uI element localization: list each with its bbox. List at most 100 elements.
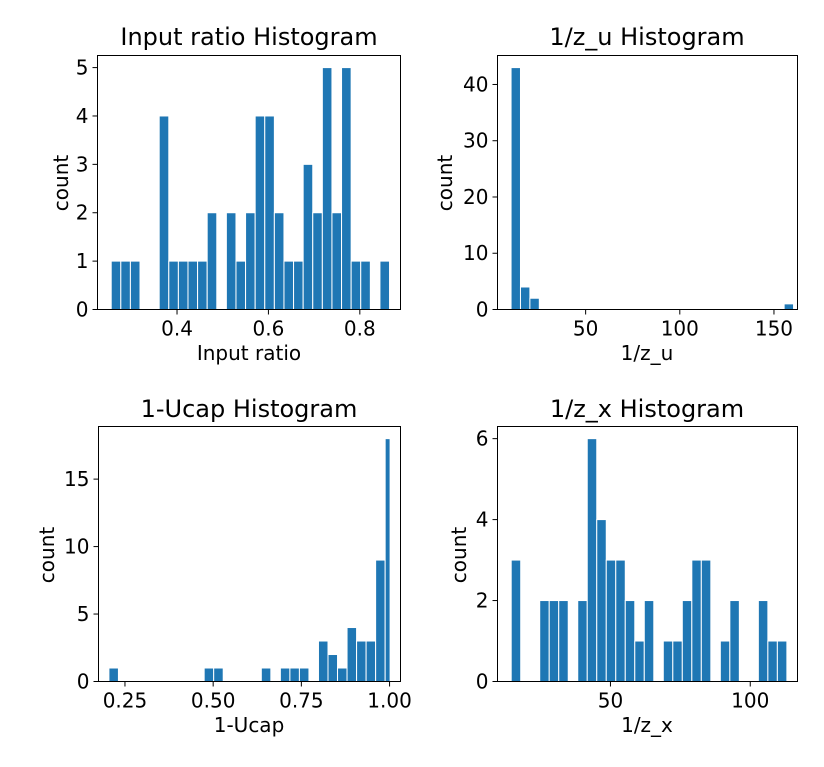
y-tick-label: 2: [76, 201, 89, 225]
histogram-bar: [312, 212, 323, 310]
histogram-bar: [662, 640, 674, 682]
histogram-bar: [519, 286, 531, 310]
y-axis-label: count: [447, 527, 471, 584]
histogram-bar: [586, 438, 598, 682]
histogram-bar: [120, 260, 131, 310]
histogram-bar: [529, 297, 540, 311]
x-tick-label: 0.4: [161, 317, 193, 341]
histogram-bar: [341, 67, 352, 310]
histogram-bar: [293, 260, 304, 310]
histogram-bar: [129, 260, 141, 310]
x-tick-label: 0.8: [344, 317, 376, 341]
y-tick-label: 3: [76, 152, 89, 176]
y-tick-label: 10: [64, 535, 89, 559]
chart-title: 1/z_x Histogram: [550, 395, 744, 423]
histogram-bar: [719, 640, 731, 682]
histogram-bar: [700, 559, 712, 682]
histogram-bar: [510, 67, 521, 310]
histogram-bar: [783, 303, 795, 310]
histogram-bar: [672, 640, 683, 682]
histogram-bar: [289, 667, 300, 682]
y-tick-label: 0: [476, 298, 489, 322]
y-tick-label: 5: [77, 602, 90, 626]
histogram-bar: [260, 667, 272, 682]
histogram-bar: [615, 559, 626, 682]
x-axis-label: 1/z_x: [621, 713, 673, 737]
x-tick-label: 1.00: [367, 689, 412, 713]
y-axis-label: count: [49, 155, 73, 212]
y-tick-label: 1: [76, 249, 89, 273]
chart-title: Input ratio Histogram: [120, 23, 377, 51]
histogram-bar: [108, 667, 119, 682]
histogram-bar: [346, 627, 358, 682]
histogram-bar: [206, 212, 218, 310]
x-tick-label: 50: [598, 689, 623, 713]
ticks: 0.25 0.50 0.75 1.00 0 5 10 15: [64, 467, 412, 712]
histogram-bar: [757, 600, 769, 682]
z-x-histogram: 1/z_x Histogram 50 100 0 2 4 6 1/z_x count: [447, 395, 798, 737]
histogram-bar: [158, 115, 170, 310]
ucap-histogram: 1-Ucap Histogram 0.25 0.50 0.75 1.00051015 …: [35, 395, 412, 737]
histogram-bar: [624, 600, 636, 682]
histogram-bar: [273, 212, 285, 310]
y-tick-label: 0: [77, 670, 90, 694]
chart-title: 1-Ucap Histogram: [141, 395, 358, 423]
y-axis-label: count: [433, 155, 457, 212]
ticks: 0.4 0.6 0.8 0 1 2 3 4 5: [76, 56, 376, 341]
x-tick-label: 100: [731, 689, 769, 713]
histogram-bar: [634, 640, 645, 682]
histogram-bar: [365, 640, 377, 682]
y-tick-label: 5: [76, 56, 89, 80]
histogram-bar: [197, 260, 208, 310]
x-tick-label: 0.25: [103, 689, 148, 713]
chart-title: 1/z_u Histogram: [549, 23, 744, 51]
y-tick-label: 40: [463, 72, 488, 96]
histogram-bar: [254, 115, 266, 310]
histogram-bar: [283, 260, 295, 310]
y-tick-label: 10: [463, 241, 488, 265]
histogram-bar: [691, 559, 702, 682]
y-tick-label: 6: [476, 427, 489, 451]
axes-frame: [497, 55, 798, 310]
histogram-bar: [596, 519, 607, 682]
histogram-bar: [767, 640, 778, 682]
histogram-bar: [203, 667, 215, 682]
histogram-bar: [302, 163, 314, 310]
histogram-bar: [356, 640, 367, 682]
histogram-bar: [350, 260, 362, 310]
y-tick-label: 0: [76, 298, 89, 322]
axes-frame: [97, 55, 401, 310]
y-tick-label: 4: [76, 104, 89, 128]
histogram-bar: [298, 667, 310, 682]
histogram-bar: [168, 260, 179, 310]
histogram-bar: [510, 559, 522, 682]
histogram-bar: [605, 559, 617, 682]
axes-frame: [497, 426, 798, 682]
histogram-bar: [681, 600, 693, 682]
x-axis-label: Input ratio: [197, 341, 301, 365]
histogram-bar: [213, 667, 224, 682]
histogram-bar: [187, 260, 199, 310]
x-axis-label: 1-Ucap: [214, 713, 285, 737]
histogram-bar: [264, 115, 275, 310]
histogram-bar: [110, 260, 122, 310]
y-tick-label: 20: [463, 185, 488, 209]
x-tick-label: 0.75: [279, 689, 324, 713]
histogram-bar: [577, 600, 588, 682]
histogram-bar: [643, 600, 655, 682]
axes-frame: [98, 426, 401, 682]
histogram-bar: [331, 212, 343, 310]
histogram-bar: [776, 640, 788, 682]
x-tick-label: 50: [573, 317, 598, 341]
y-tick-label: 4: [476, 508, 489, 532]
histogram-bar: [384, 438, 391, 682]
bars: [510, 438, 788, 682]
histogram-bar: [379, 260, 391, 310]
histogram-bar: [279, 667, 291, 682]
x-tick-label: 0.6: [253, 317, 285, 341]
y-tick-label: 30: [463, 129, 488, 153]
ticks: 50 100 0 2 4 6: [476, 427, 770, 713]
x-tick-label: 150: [755, 317, 793, 341]
histogram-bar: [225, 212, 237, 310]
